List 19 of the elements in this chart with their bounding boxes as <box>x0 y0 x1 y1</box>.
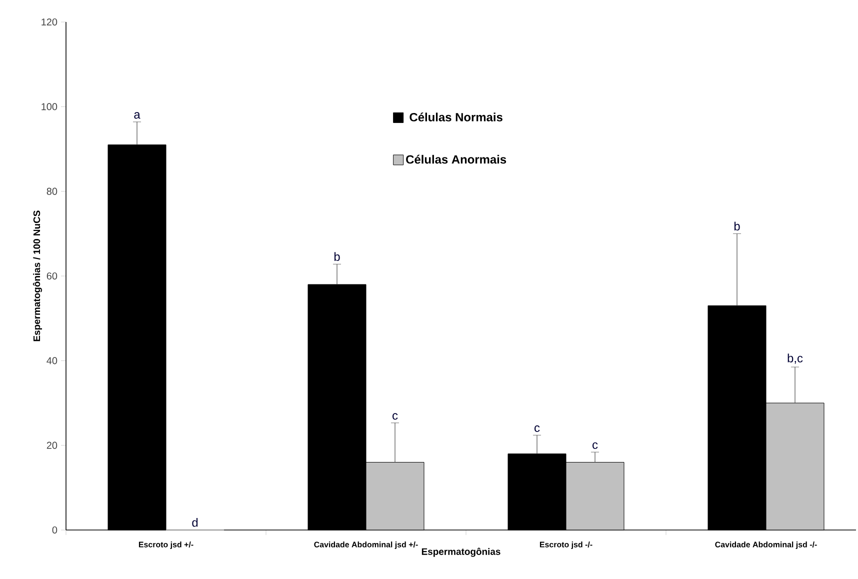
y-tick-label: 20 <box>46 442 58 449</box>
y-tick-label: 120 <box>42 18 58 26</box>
annotation: d <box>192 518 198 527</box>
annotation: c <box>592 442 598 449</box>
annotation: b <box>734 222 740 230</box>
x-axis-title: Espermatogônias <box>422 548 500 557</box>
annotation: b,c <box>788 354 803 364</box>
annotation: c <box>392 413 398 420</box>
y-tick-label: 40 <box>46 357 58 364</box>
y-tick-label: 80 <box>46 188 58 195</box>
legend-label: Células Anormais <box>406 154 506 164</box>
legend-label: Células Normais <box>410 112 502 122</box>
annotation: c <box>534 425 540 432</box>
y-tick-label: 60 <box>46 272 58 280</box>
annotation: b <box>334 252 340 261</box>
y-tick-label: 100 <box>42 103 58 110</box>
y-tick-label: 0 <box>52 526 58 534</box>
annotation: a <box>134 112 140 119</box>
y-axis-title: Espermatogônias / 100 NuCS <box>32 210 42 342</box>
